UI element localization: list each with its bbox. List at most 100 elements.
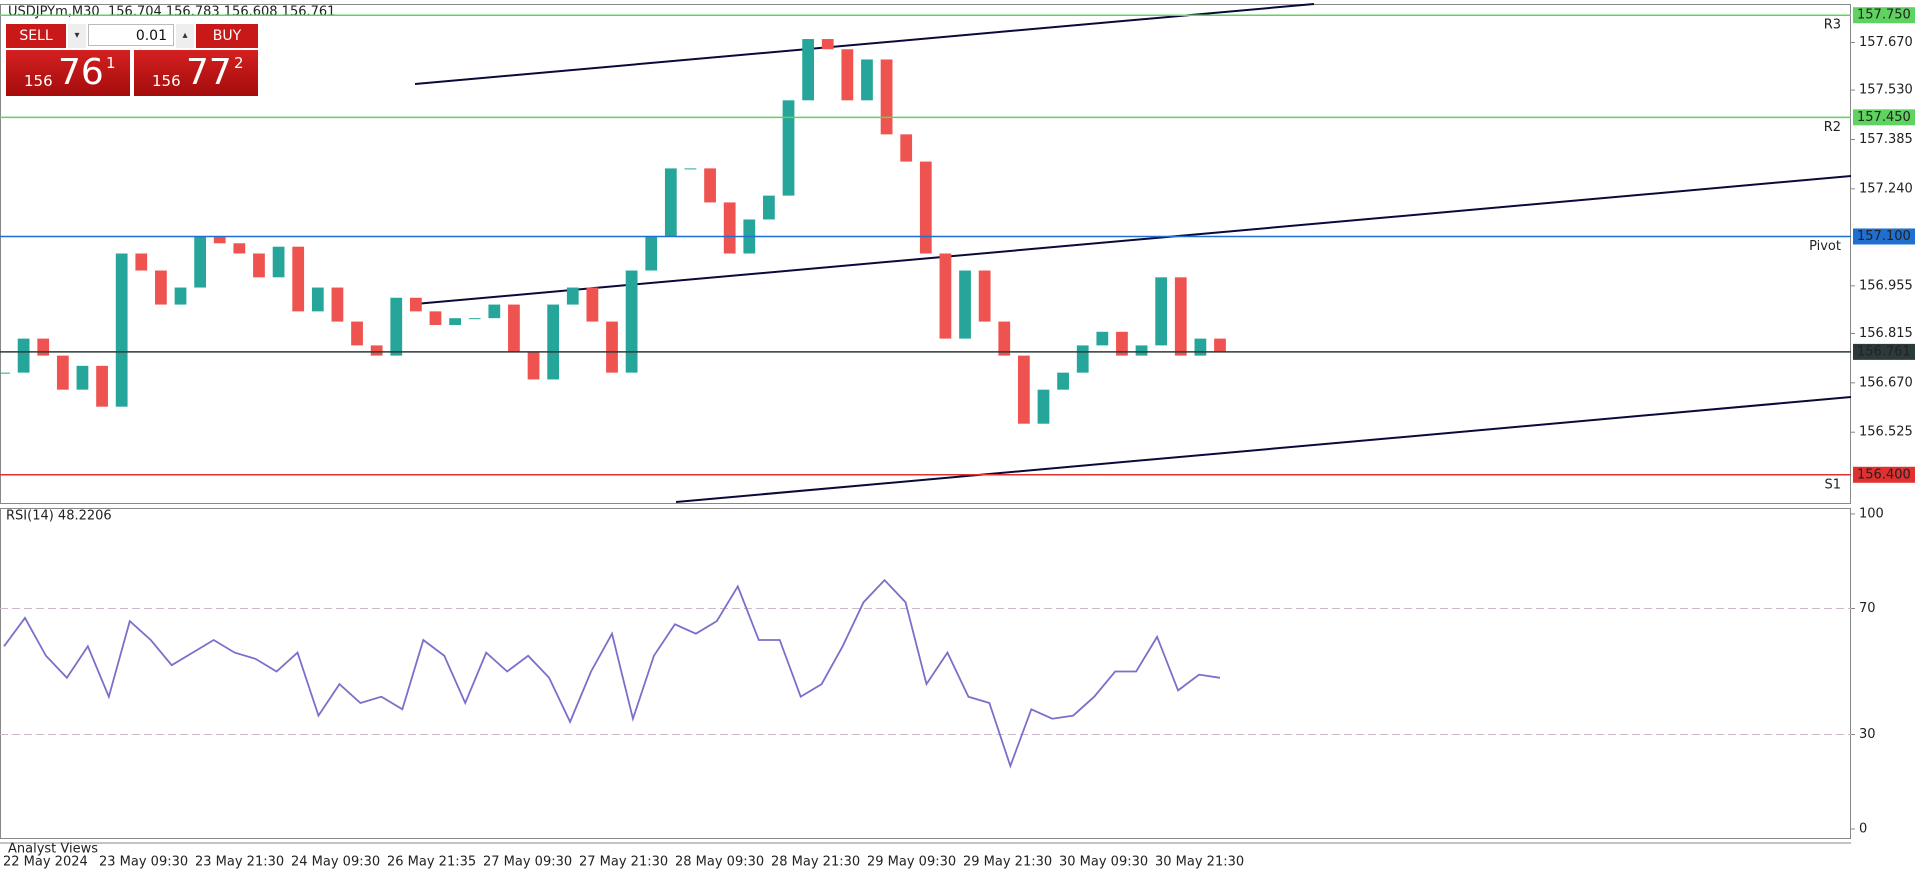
level-tag: Pivot <box>1809 239 1841 254</box>
level-label: 157.750 <box>1857 8 1911 23</box>
y-tick-label: 0 <box>1859 822 1867 837</box>
buy-pips: 77 <box>186 52 232 93</box>
candle <box>959 270 971 339</box>
x-tick-label: 30 May 09:30 <box>1059 855 1148 870</box>
y-tick-label: 157.530 <box>1859 83 1913 98</box>
lot-input[interactable]: 0.01 <box>88 24 174 46</box>
y-tick-label: 157.240 <box>1859 181 1913 196</box>
candle <box>1017 355 1030 424</box>
footer-tab[interactable]: Analyst Views <box>8 842 98 857</box>
candle <box>488 304 501 319</box>
candle <box>56 355 69 390</box>
level-box <box>1853 343 1915 360</box>
trendline <box>414 175 1852 305</box>
level-label: 157.450 <box>1857 110 1911 125</box>
candle <box>704 168 716 203</box>
sell-frac: 1 <box>106 54 116 72</box>
candle <box>841 49 854 101</box>
candle <box>508 304 520 353</box>
buy-frac: 2 <box>234 54 244 72</box>
candle <box>1096 331 1109 346</box>
candle <box>390 297 403 356</box>
candle <box>155 270 167 305</box>
lot-down[interactable]: ▾ <box>68 24 86 48</box>
candle <box>625 270 638 373</box>
candle <box>1214 338 1226 353</box>
level-tag: R3 <box>1824 18 1841 33</box>
candle <box>1116 331 1128 356</box>
candle <box>468 318 481 320</box>
level-label: 157.100 <box>1857 229 1911 244</box>
candle <box>115 253 128 407</box>
level-label: 156.400 <box>1857 467 1911 482</box>
candle <box>1194 338 1207 356</box>
sell-big: 156 <box>24 72 53 90</box>
candle <box>213 236 226 244</box>
candle <box>174 287 187 305</box>
level-box <box>1853 228 1915 245</box>
lot-up[interactable]: ▴ <box>176 24 194 48</box>
candle <box>272 246 285 278</box>
candle <box>409 297 422 312</box>
candle <box>233 243 246 254</box>
candle <box>821 39 834 50</box>
candle <box>429 311 442 325</box>
candle <box>782 100 795 196</box>
candle <box>351 321 363 346</box>
candle <box>802 39 815 101</box>
rsi-title: RSI(14) 48.2206 <box>6 509 112 524</box>
candle <box>998 321 1011 356</box>
quote: 156.704 156.783 156.608 156.761 <box>108 5 335 20</box>
trade-panel: SELL ▾ 0.01 ▴ BUY 156 76 1 156 77 2 <box>6 24 258 96</box>
candle <box>919 161 932 254</box>
x-tick-label: 29 May 21:30 <box>963 855 1052 870</box>
x-tick-label: 29 May 09:30 <box>867 855 956 870</box>
candle <box>763 195 775 220</box>
trendline <box>414 3 1315 85</box>
y-tick-label: 156.670 <box>1859 375 1913 390</box>
x-tick-label: 28 May 21:30 <box>771 855 860 870</box>
level-tag: R2 <box>1824 120 1841 135</box>
y-tick-label: 156.525 <box>1859 425 1913 440</box>
rsi-line <box>3 578 1221 769</box>
x-tick-label: 24 May 09:30 <box>291 855 380 870</box>
rsi-pane <box>0 508 1851 839</box>
candle <box>978 270 991 322</box>
candle <box>96 365 108 407</box>
candle <box>1135 345 1148 356</box>
level-box <box>1853 109 1915 126</box>
buy-price[interactable]: 156 77 2 <box>134 50 258 96</box>
candle <box>135 253 148 271</box>
candle <box>292 246 305 312</box>
candle <box>939 253 952 339</box>
candle <box>606 321 618 373</box>
candle <box>1057 372 1069 390</box>
candle <box>194 236 207 288</box>
level-box <box>1853 466 1915 483</box>
y-tick-label: 157.385 <box>1859 132 1913 147</box>
candle <box>253 253 265 278</box>
level-tag: S1 <box>1824 477 1841 492</box>
trendline <box>675 396 1852 503</box>
sell-button[interactable]: SELL <box>6 24 66 48</box>
candle <box>17 338 30 373</box>
candle <box>370 345 383 356</box>
candle <box>311 287 324 312</box>
buy-button[interactable]: BUY <box>196 24 258 48</box>
candle <box>1174 277 1187 356</box>
symbol: USDJPYm,M30 <box>8 5 100 20</box>
x-tick-label: 28 May 09:30 <box>675 855 764 870</box>
x-tick-label: 30 May 21:30 <box>1155 855 1244 870</box>
price-pane <box>0 4 1851 504</box>
candle <box>586 287 599 322</box>
x-tick-label: 27 May 09:30 <box>483 855 572 870</box>
level-label: 156.761 <box>1857 344 1911 359</box>
sell-price[interactable]: 156 76 1 <box>6 50 130 96</box>
x-tick-label: 23 May 09:30 <box>99 855 188 870</box>
candle <box>37 338 50 356</box>
candle <box>723 202 736 254</box>
level-box <box>1853 7 1915 24</box>
candle <box>0 372 10 374</box>
y-tick-label: 30 <box>1859 727 1876 742</box>
